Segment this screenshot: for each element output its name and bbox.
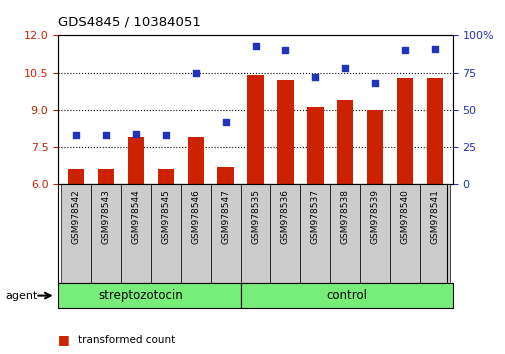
Bar xyxy=(217,167,233,184)
Bar xyxy=(58,283,240,308)
Bar xyxy=(240,184,270,283)
Point xyxy=(162,132,170,138)
Text: agent: agent xyxy=(5,291,37,301)
Bar xyxy=(127,137,144,184)
Text: GSM978538: GSM978538 xyxy=(340,189,349,244)
Bar xyxy=(389,184,419,283)
Text: GSM978546: GSM978546 xyxy=(191,189,200,244)
Bar xyxy=(91,184,121,283)
Bar xyxy=(61,184,91,283)
Bar xyxy=(210,184,240,283)
Bar xyxy=(150,184,180,283)
Bar xyxy=(180,184,210,283)
Point xyxy=(430,46,438,52)
Text: transformed count: transformed count xyxy=(78,335,175,345)
Text: control: control xyxy=(326,289,367,302)
Point xyxy=(311,74,319,80)
Point xyxy=(132,131,140,136)
Bar xyxy=(336,100,353,184)
Point xyxy=(221,119,229,125)
Bar xyxy=(426,78,442,184)
Bar xyxy=(187,137,204,184)
Bar xyxy=(247,75,263,184)
Text: ■: ■ xyxy=(58,333,74,346)
Text: GSM978547: GSM978547 xyxy=(221,189,230,244)
Text: GSM978541: GSM978541 xyxy=(430,189,438,244)
Bar xyxy=(366,110,383,184)
Text: GSM978535: GSM978535 xyxy=(250,189,260,244)
Bar xyxy=(157,169,174,184)
Bar xyxy=(121,184,150,283)
Bar xyxy=(97,169,114,184)
Text: GSM978537: GSM978537 xyxy=(310,189,319,244)
Text: GSM978539: GSM978539 xyxy=(370,189,379,244)
Text: GSM978543: GSM978543 xyxy=(102,189,110,244)
Bar xyxy=(68,169,84,184)
Text: GSM978540: GSM978540 xyxy=(400,189,409,244)
Point xyxy=(72,132,80,138)
Text: GSM978542: GSM978542 xyxy=(72,189,80,244)
Point xyxy=(191,70,199,75)
Text: GSM978545: GSM978545 xyxy=(161,189,170,244)
Bar xyxy=(277,80,293,184)
Point xyxy=(102,132,110,138)
Bar xyxy=(240,283,452,308)
Text: GDS4845 / 10384051: GDS4845 / 10384051 xyxy=(58,15,200,28)
Bar xyxy=(300,184,330,283)
Point xyxy=(400,47,408,53)
Bar xyxy=(419,184,449,283)
Text: GSM978536: GSM978536 xyxy=(280,189,289,244)
Bar xyxy=(307,107,323,184)
Text: GSM978544: GSM978544 xyxy=(131,189,140,244)
Bar xyxy=(360,184,389,283)
Bar xyxy=(270,184,300,283)
Point xyxy=(251,43,259,48)
Point xyxy=(370,80,378,86)
Bar xyxy=(396,78,413,184)
Point xyxy=(340,65,348,71)
Text: streptozotocin: streptozotocin xyxy=(98,289,182,302)
Bar xyxy=(330,184,360,283)
Point xyxy=(281,47,289,53)
